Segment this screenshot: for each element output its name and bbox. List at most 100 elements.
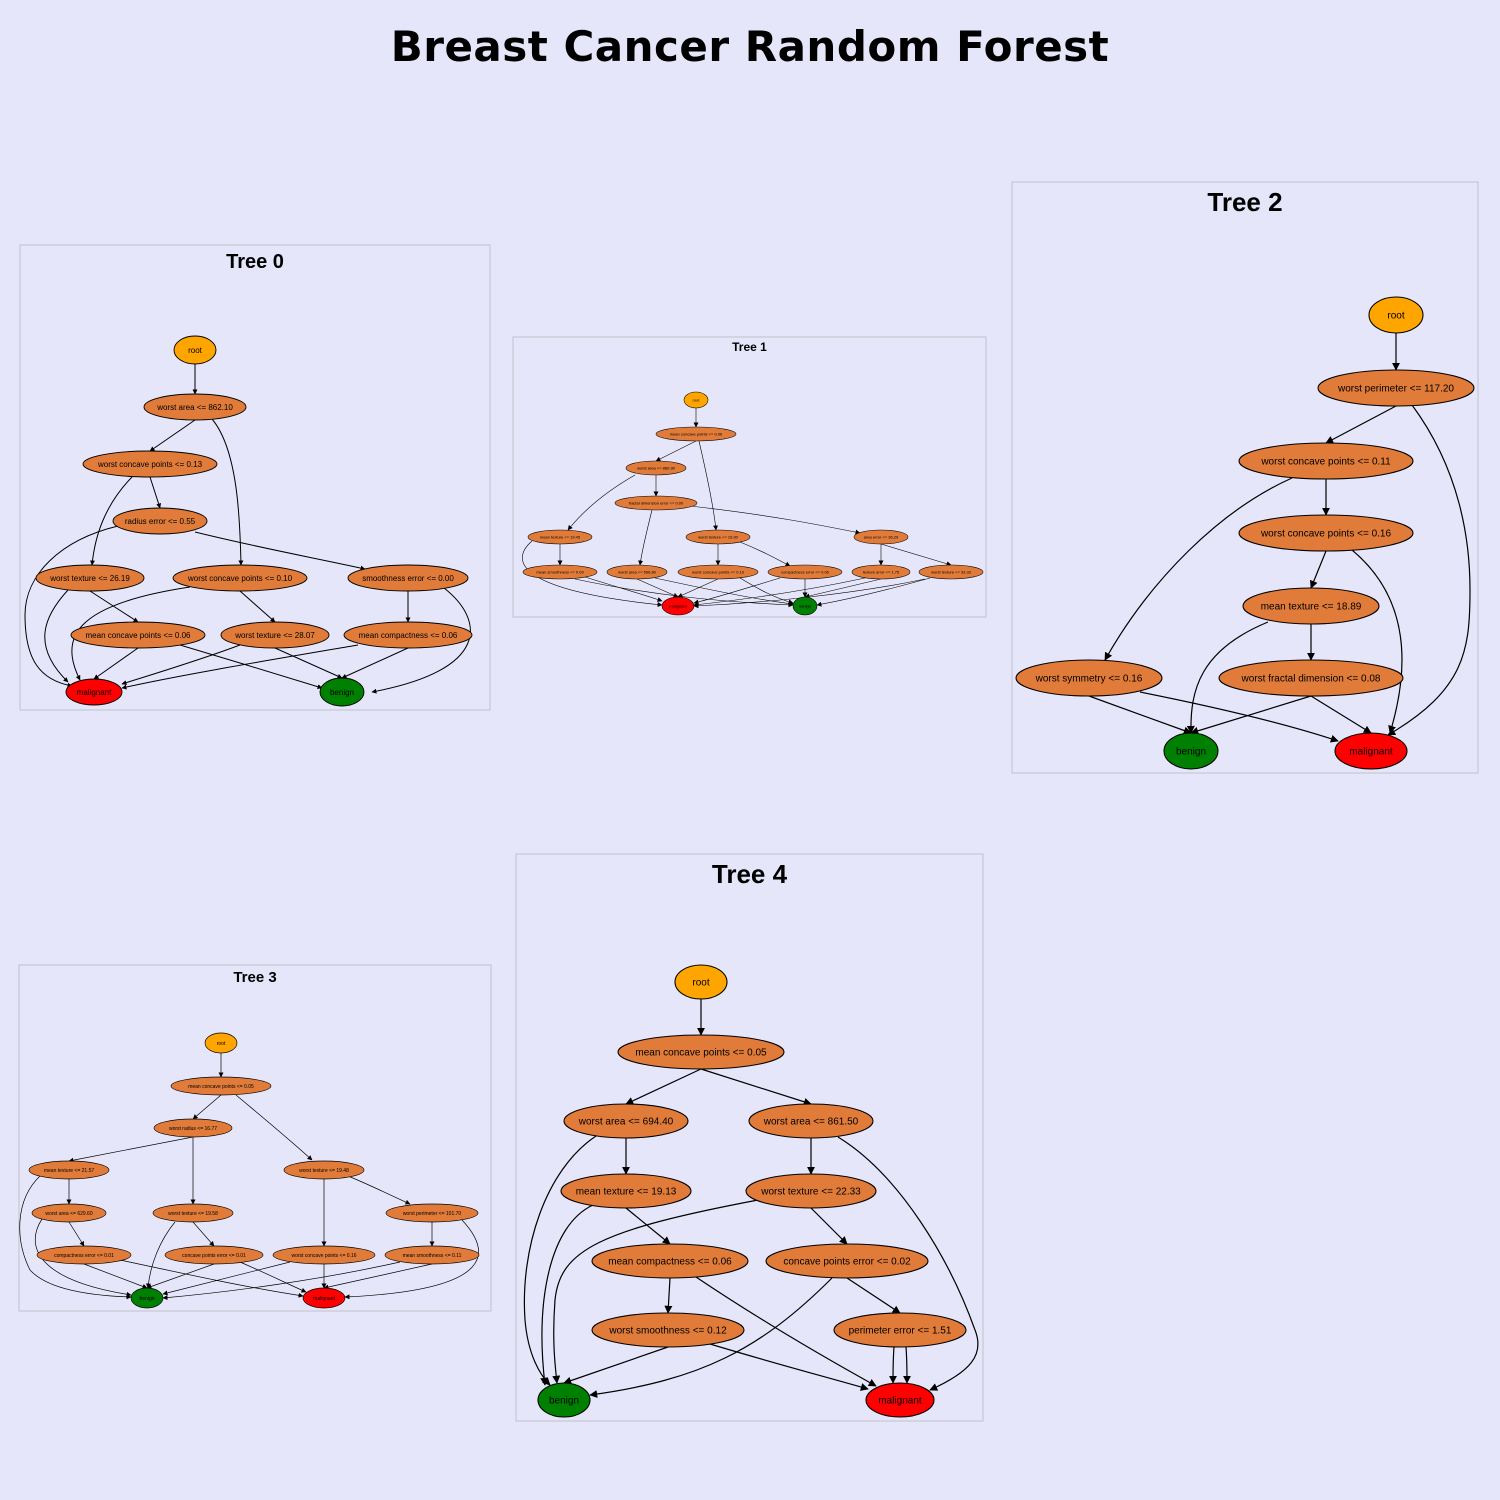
node-shape — [130, 1287, 164, 1309]
split-node: worst area <= 880.90 — [625, 460, 687, 476]
node-shape — [172, 564, 308, 592]
node-shape — [748, 1103, 874, 1139]
edges — [19, 1053, 479, 1301]
split-node: worst symmetry <= 0.16 — [1015, 659, 1163, 697]
edge-b-c — [68, 1136, 194, 1163]
node-shape — [560, 1173, 692, 1209]
edge-g-ben — [589, 1277, 833, 1398]
split-node: worst smoothness <= 0.12 — [591, 1312, 745, 1348]
edge-h-ben — [563, 1346, 669, 1385]
split-node: radius error <= 0.55 — [112, 507, 208, 535]
edge-d-ben — [540, 1204, 594, 1386]
edge-k-mal — [323, 1263, 433, 1290]
edge-k-mal — [693, 577, 866, 607]
node-shape — [833, 1312, 967, 1348]
tree-panel-4: Tree 4 root mean concave points <= 0.05 wor… — [515, 853, 984, 1422]
split-node: texture error <= 1.75 — [851, 564, 911, 580]
node-label: benign — [330, 688, 354, 697]
malignant-node: malignant — [302, 1287, 346, 1309]
edge-g-mal — [344, 1219, 479, 1300]
split-node: worst area <= 629.60 — [31, 1203, 107, 1223]
split-node: worst texture <= 22.33 — [745, 1173, 877, 1209]
edge-c-h — [638, 509, 653, 566]
node-label: benign — [549, 1396, 579, 1407]
node-shape — [625, 460, 687, 476]
split-node: worst area <= 861.50 — [748, 1103, 874, 1139]
node-label: worst concave points <= 0.10 — [187, 574, 293, 583]
tree-title: Tree 2 — [1207, 187, 1282, 217]
edge-d-mal — [44, 589, 69, 683]
edge-e-g — [810, 1207, 848, 1245]
node-label: mean texture <= 19.45 — [540, 534, 581, 539]
node-label: worst area <= 566.80 — [618, 569, 657, 574]
node-label: benign — [1176, 747, 1206, 758]
node-shape — [319, 677, 365, 707]
benign-node: benign — [1163, 732, 1219, 770]
node-shape — [143, 393, 247, 421]
edge-f-ben — [371, 587, 471, 694]
edge-f-mal — [695, 1276, 877, 1387]
edge-b-d — [567, 474, 636, 531]
node-label: radius error <= 0.55 — [125, 517, 196, 526]
edge-g-mal — [584, 576, 663, 602]
node-label: benign — [799, 603, 811, 608]
tree-title: Tree 0 — [226, 251, 284, 273]
split-node: mean texture <= 19.13 — [560, 1173, 692, 1209]
malignant-node: malignant — [1334, 732, 1408, 770]
node-label: worst concave points <= 0.19 — [692, 569, 745, 574]
edge-a-b — [655, 440, 697, 462]
edge-j-ben — [162, 1261, 291, 1296]
edge-i-ben — [739, 577, 794, 605]
node-label: root — [692, 978, 709, 989]
tree-panel-3: Tree 3 root mean concave points <= 0.05 wor… — [18, 964, 492, 1312]
split-node: mean texture <= 21.57 — [28, 1160, 110, 1180]
node-shape — [851, 564, 911, 580]
node-shape — [1015, 659, 1163, 697]
split-node: mean texture <= 18.89 — [1242, 587, 1380, 625]
edge-c-mal — [24, 525, 119, 688]
node-shape — [614, 495, 698, 511]
node-label: worst radius <= 16.77 — [169, 1126, 217, 1132]
edge-e-j — [739, 541, 791, 567]
node-label: mean smoothness <= 0.11 — [403, 1253, 462, 1259]
split-node: mean compactness <= 0.06 — [343, 621, 473, 649]
edge-d-f — [625, 1207, 671, 1245]
edge-c-f — [194, 531, 366, 571]
split-node: worst concave points <= 0.19 — [677, 564, 759, 580]
node-shape — [591, 1243, 749, 1279]
edge-k-ben — [804, 578, 882, 599]
split-node: worst texture <= 33.33 — [918, 564, 984, 580]
node-label: compactness error <= 0.01 — [54, 1253, 114, 1259]
edge-a-c — [700, 1068, 812, 1106]
edge-a-e — [698, 440, 719, 531]
node-shape — [153, 1118, 233, 1138]
node-label: worst concave points <= 0.16 — [291, 1253, 356, 1259]
edge-f-i — [192, 1221, 215, 1247]
node-label: worst texture <= 33.33 — [931, 569, 972, 574]
split-node: worst texture <= 26.19 — [35, 564, 145, 592]
edge-f-ben — [145, 1221, 176, 1289]
edge-h-mal — [636, 578, 679, 598]
edge-e-ben — [1088, 695, 1192, 735]
split-node: worst concave points <= 0.16 — [1238, 514, 1414, 552]
edge-h-ben — [83, 1263, 148, 1289]
edge-e-mal — [71, 586, 191, 681]
node-shape — [347, 564, 469, 592]
node-shape — [1238, 442, 1414, 480]
split-node: worst area <= 566.80 — [606, 564, 668, 580]
node-shape — [1218, 659, 1404, 697]
node-label: mean smoothness <= 0.09 — [536, 569, 584, 574]
benign-node: benign — [537, 1382, 591, 1418]
node-label: worst area <= 880.90 — [637, 465, 676, 470]
node-label: texture error <= 1.75 — [863, 569, 900, 574]
node-shape — [918, 564, 984, 580]
node-label: worst area <= 862.10 — [156, 403, 233, 412]
tree-title: Tree 4 — [712, 859, 788, 889]
node-label: benign — [139, 1296, 154, 1302]
node-label: root — [188, 346, 203, 355]
node-label: malignant — [669, 603, 687, 608]
edge-e-h — [239, 590, 276, 623]
edge-c-f — [689, 505, 861, 535]
root-node: root — [204, 1032, 238, 1054]
node-shape — [204, 1032, 238, 1054]
